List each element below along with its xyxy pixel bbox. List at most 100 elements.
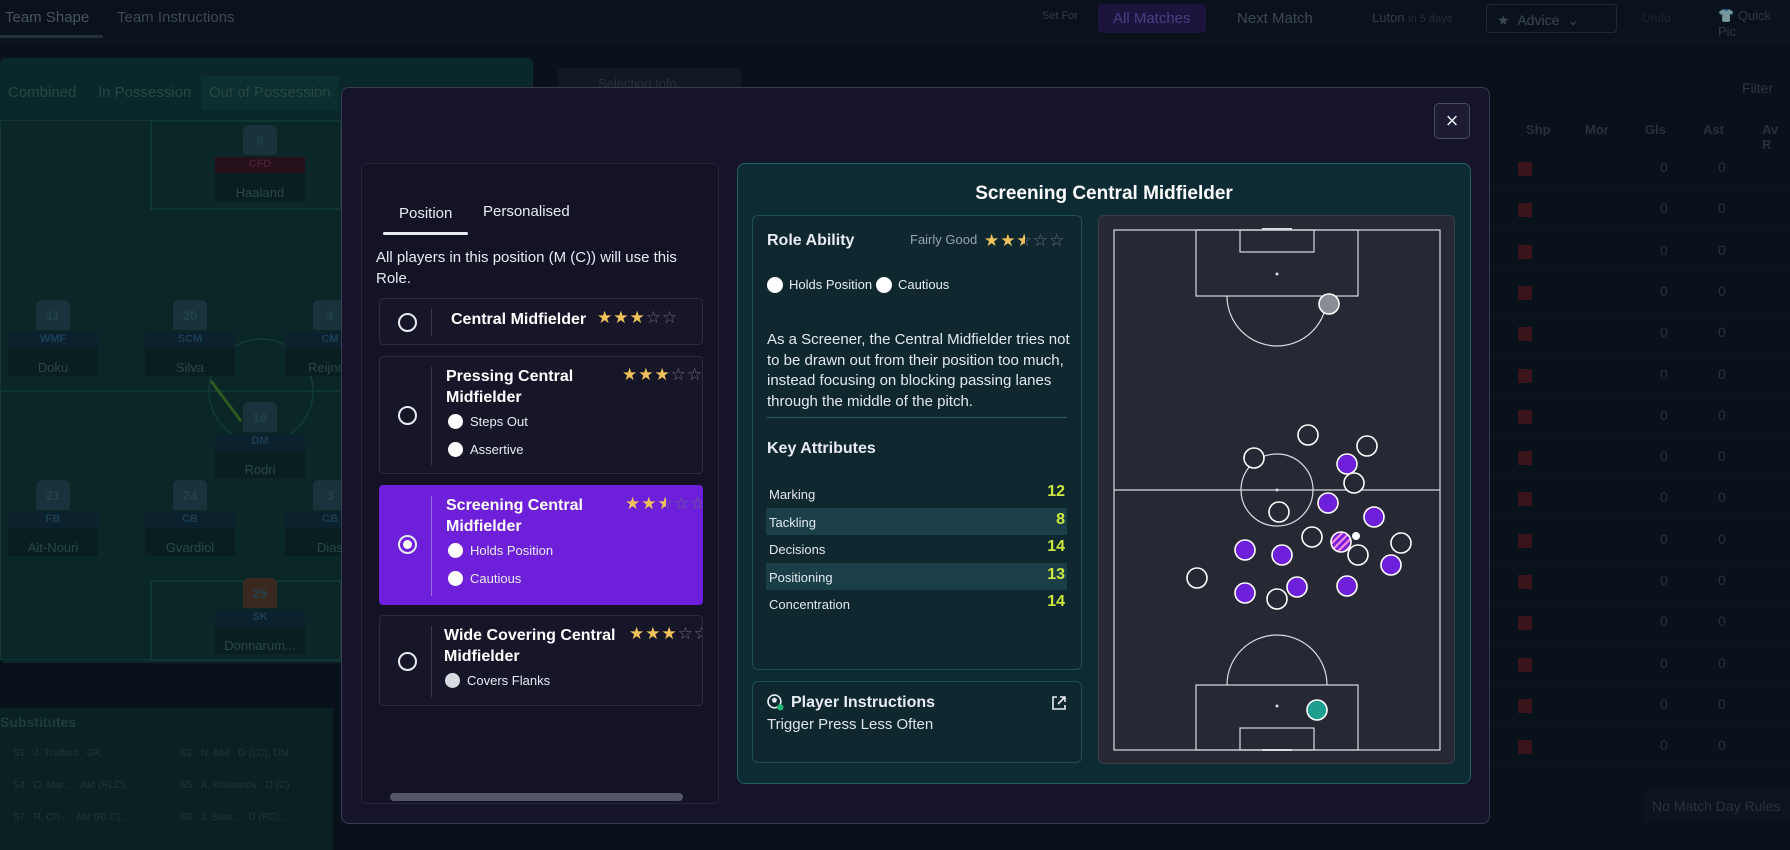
attribute-row: Marking 12 xyxy=(766,480,1067,507)
assists-value: 0 xyxy=(1718,365,1726,382)
player-marker[interactable]: 24 CB Gvardiol xyxy=(145,480,235,556)
player-marker[interactable]: 21 FB Ait-Nouri xyxy=(8,480,98,556)
col-av-rating[interactable]: Av R xyxy=(1762,122,1779,152)
tab-in-possession[interactable]: In Possession xyxy=(98,84,192,101)
opponent-marker xyxy=(1343,472,1365,494)
next-match-button[interactable]: Next Match xyxy=(1237,10,1313,27)
opponent-marker xyxy=(1347,544,1369,566)
role-card-pressing-central-midfielder[interactable]: Pressing Central Midfielder ★★★☆☆ Steps … xyxy=(379,356,703,474)
tab-personalised[interactable]: Personalised xyxy=(483,203,570,220)
assists-value: 0 xyxy=(1718,654,1726,671)
undo-button[interactable]: Undo xyxy=(1642,11,1671,25)
horizontal-scrollbar[interactable] xyxy=(390,793,683,801)
role-radio[interactable] xyxy=(398,652,417,671)
tab-team-instructions[interactable]: Team Instructions xyxy=(117,9,235,26)
attribute-row: Concentration 14 xyxy=(766,590,1067,617)
tab-position[interactable]: Position xyxy=(399,205,453,222)
col-ast[interactable]: Ast xyxy=(1703,122,1724,137)
sub-row[interactable]: S2 N. Aké D (LC), DM xyxy=(180,748,289,759)
player-marker[interactable]: 11 WMF Doku xyxy=(8,300,98,376)
close-button[interactable]: × xyxy=(1434,103,1470,139)
assists-value: 0 xyxy=(1718,530,1726,547)
close-icon: × xyxy=(1445,108,1459,133)
goalkeeper-marker xyxy=(1306,699,1328,721)
no-match-day-rules-button[interactable]: No Match Day Rules xyxy=(1643,790,1790,822)
tab-combined[interactable]: Combined xyxy=(8,84,77,101)
card-divider xyxy=(431,626,432,697)
sub-row[interactable]: S5 A. Khusanov D (C) xyxy=(180,780,290,791)
trait-label: Cautious xyxy=(470,571,522,586)
external-link-icon[interactable] xyxy=(1051,695,1067,711)
sub-row[interactable]: S1 J. Trafford GK xyxy=(13,748,101,759)
tab-out-of-possession[interactable]: Out of Possession xyxy=(201,76,339,110)
attribute-value: 12 xyxy=(1047,483,1065,500)
assists-value: 0 xyxy=(1718,324,1726,341)
player-name: Donnarum... xyxy=(215,626,305,654)
attribute-name: Tackling xyxy=(769,515,816,530)
role-radio-selected[interactable] xyxy=(398,535,417,554)
sub-pos: D (RC)... xyxy=(248,812,288,823)
sub-slot: S4 xyxy=(13,780,26,791)
card-divider xyxy=(431,496,432,596)
trait-label: Covers Flanks xyxy=(467,673,551,688)
role-description: As a Screener, the Central Midfielder tr… xyxy=(767,331,1070,410)
quick-pick-button[interactable]: 👕 Quick Pic xyxy=(1718,8,1790,39)
unavailable-icon xyxy=(1518,492,1532,507)
col-shp[interactable]: Shp xyxy=(1526,122,1551,137)
sub-row[interactable]: S7 R. Ch... AM (RLC)... xyxy=(13,812,129,823)
sub-row[interactable]: S8 J. Ston... D (RC)... xyxy=(180,812,288,823)
sub-row[interactable]: S4 O. Mar... AM (RLC)... xyxy=(13,780,133,791)
role-detail-title: Screening Central Midfielder xyxy=(975,183,1233,204)
attribute-row: Tackling 8 xyxy=(766,508,1067,535)
advice-button[interactable]: ★ Advice ⌄ xyxy=(1486,4,1617,33)
player-marker[interactable]: 16 DM Rodri xyxy=(215,402,305,478)
attribute-name: Concentration xyxy=(769,597,850,612)
col-mor[interactable]: Mor xyxy=(1585,122,1609,137)
role-name: Central Midfielder xyxy=(451,311,587,328)
player-marker[interactable]: 9 CFD Haaland xyxy=(215,125,305,201)
role-radio[interactable] xyxy=(398,406,417,425)
role-trait: Assertive xyxy=(448,442,523,457)
teammate-marker xyxy=(1286,576,1308,598)
filter-button[interactable]: Filter xyxy=(1742,80,1774,96)
assists-value: 0 xyxy=(1718,695,1726,712)
player-marker[interactable]: 25 SK Donnarum... xyxy=(215,578,305,654)
role-info-text: All players in this position (M (C)) wil… xyxy=(376,249,677,287)
unavailable-icon xyxy=(1518,244,1532,259)
sub-slot: S2 xyxy=(180,748,193,759)
opponent-marker xyxy=(1266,588,1288,610)
role-card-screening-central-midfielder[interactable]: Screening Central Midfielder ★★☆★☆☆ Hold… xyxy=(379,485,703,605)
col-gls[interactable]: Gls xyxy=(1645,122,1666,137)
player-marker[interactable]: 20 SCM Silva xyxy=(145,300,235,376)
tab-team-shape[interactable]: Team Shape xyxy=(5,9,90,26)
role-card-central-midfielder[interactable]: Central Midfielder ★★★☆☆ xyxy=(379,298,703,345)
role-trait: Cautious xyxy=(448,571,521,586)
goals-value: 0 xyxy=(1660,530,1668,547)
role-stars: ★★★☆☆ xyxy=(622,365,703,384)
player-instructions-panel[interactable] xyxy=(752,681,1082,763)
goals-value: 0 xyxy=(1660,406,1668,423)
role-trait: Steps Out xyxy=(448,414,528,429)
role-card-wide-covering-central-midfielder[interactable]: Wide Covering Central Midfielder ★★★☆☆ C… xyxy=(379,615,703,706)
role-ability-panel xyxy=(752,215,1082,670)
card-divider xyxy=(431,309,432,336)
sub-slot: S7 xyxy=(13,812,26,823)
all-matches-button[interactable]: All Matches xyxy=(1098,4,1206,33)
role-radio[interactable] xyxy=(398,313,417,332)
sub-slot: S8 xyxy=(180,812,193,823)
